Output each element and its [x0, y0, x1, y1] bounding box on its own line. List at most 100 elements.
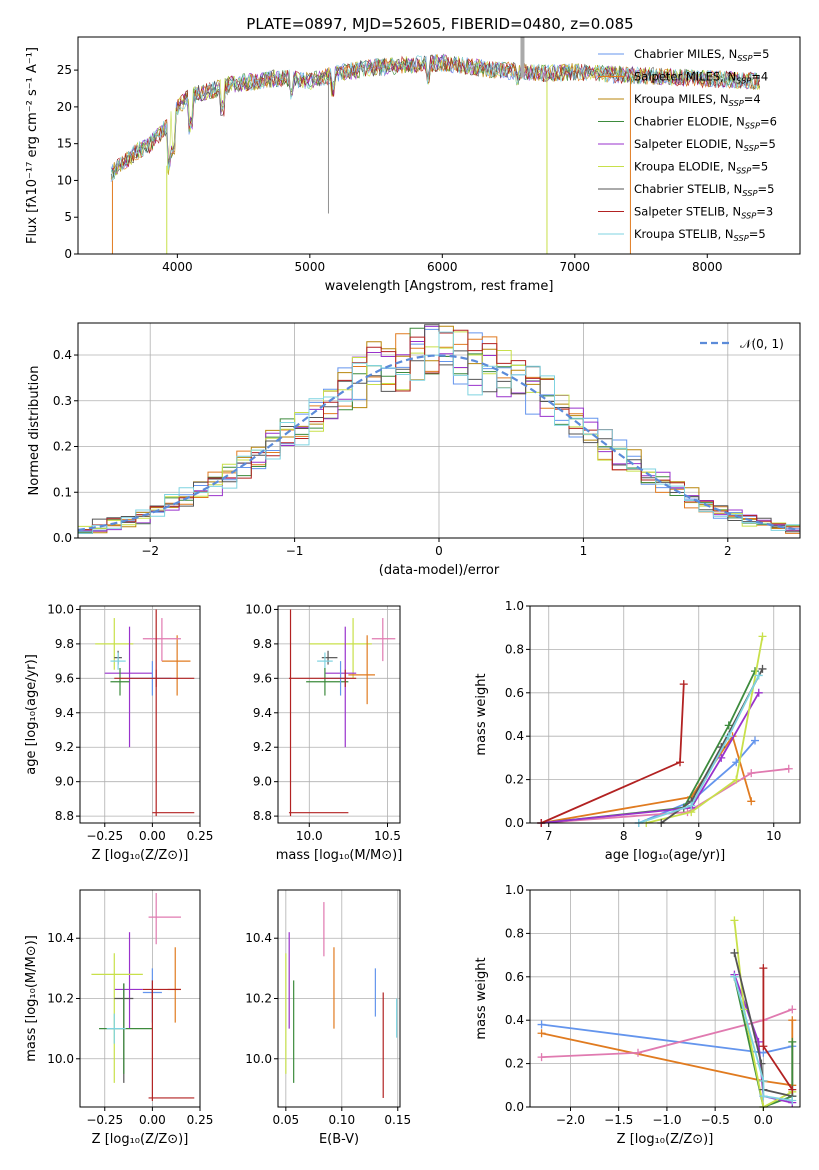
weight_vs_age-ytick-label: 0.4: [505, 729, 524, 743]
age_vs_mass-ytick-label: 9.0: [253, 775, 272, 789]
spectrum-xtick-label: 8000: [692, 260, 723, 274]
mass_vs_ebv-ytick-label: 10.2: [245, 992, 272, 1006]
age_vs_mass-xtick-label: 10.0: [296, 829, 323, 843]
spectrum-ytick-label: 5: [64, 210, 72, 224]
weight_vs_age-xlabel: age [log₁₀(age/yr)]: [605, 848, 726, 863]
spectrum-ytick-label: 25: [57, 63, 72, 77]
spectrum-legend-label: Kroupa STELIB, NSSP=5: [634, 227, 766, 243]
residuals-xtick-label: 1: [580, 544, 588, 558]
age_vs_mass-xtick-label: 10.5: [374, 829, 401, 843]
weight_vs_age-frame: [529, 605, 801, 824]
spectrum-xtick-label: 6000: [427, 260, 458, 274]
age_vs_Z-ytick-label: 10.0: [47, 602, 74, 616]
weight_vs_age-series-line: [541, 692, 760, 824]
age_vs_mass-ytick-label: 8.8: [253, 809, 272, 823]
weight_vs_Z-point-marker: [730, 972, 739, 981]
weight_vs_Z-point-marker: [759, 1092, 768, 1101]
mass_vs_Z-ylabel: mass [log₁₀(M/M⊙)]: [24, 935, 39, 1062]
weight_vs_age-point-marker: [724, 721, 733, 730]
weight_vs_age-ylabel: mass weight: [474, 673, 489, 755]
weight_vs_age-xtick-label: 9: [695, 829, 703, 843]
mass_vs_ebv-ytick-label: 10.0: [245, 1052, 272, 1066]
mass_vs_Z-xtick-label: 0.00: [139, 1113, 166, 1127]
weight_vs_age-point-marker: [732, 775, 741, 784]
spectrum-legend-label: Kroupa MILES, NSSP=4: [634, 92, 761, 108]
weight_vs_Z-series-line: [733, 920, 793, 1109]
age_vs_mass-xlabel: mass [log₁₀(M/M⊙)]: [276, 848, 403, 863]
spectrum-xtick-label: 5000: [295, 260, 326, 274]
frames-layer: [74, 36, 801, 1111]
weight_vs_age-point-marker: [676, 758, 684, 767]
weight_vs_Z-ytick-label: 0.6: [505, 970, 524, 984]
weight_vs_age-series-line: [638, 739, 756, 824]
residuals-frame: [77, 322, 801, 539]
data-layer: [77, 37, 801, 1111]
age_vs_Z-xtick-label: 0.00: [139, 829, 166, 843]
weight_vs_Z-ylabel: mass weight: [474, 957, 489, 1039]
spectrum-ytick-label: 10: [57, 173, 72, 187]
age_vs_mass-ytick-label: 9.4: [253, 706, 272, 720]
weight_vs_Z-point-marker: [759, 1042, 768, 1051]
weight_vs_Z-point-marker: [537, 1053, 546, 1062]
age_vs_mass-ytick-label: 9.2: [253, 740, 272, 754]
weight_vs_age-point-marker: [724, 732, 733, 741]
weight_vs_age-series-line: [638, 675, 760, 824]
weight_vs_Z-ytick-label: 0.8: [505, 926, 524, 940]
weight_vs_Z-point-marker: [788, 1037, 797, 1046]
mass_vs_Z-ytick-label: 10.0: [47, 1052, 74, 1066]
age_vs_mass-ytick-label: 9.8: [253, 637, 272, 651]
age_vs_Z-xlabel: Z [log₁₀(Z/Z⊙)]: [92, 848, 189, 863]
age_vs_Z-ylabel: age [log₁₀(age/yr)]: [24, 654, 39, 775]
figure-title: PLATE=0897, MJD=52605, FIBERID=0480, z=0…: [246, 15, 633, 33]
weight_vs_Z-xlabel: Z [log₁₀(Z/Z⊙)]: [617, 1132, 714, 1147]
age_vs_Z-frame: [79, 605, 201, 824]
weight_vs_Z-xtick-label: −2.0: [556, 1113, 585, 1127]
mass_vs_Z-ytick-label: 10.2: [47, 992, 74, 1006]
spectrum-frame: [77, 36, 801, 255]
weight_vs_age-point-marker: [754, 688, 763, 697]
age_vs_Z-ytick-label: 9.4: [55, 706, 74, 720]
residuals-hist-kroupa-stelib: [78, 331, 800, 534]
weight_vs_Z-point-marker: [730, 916, 739, 925]
spectrum-legend-label: Kroupa ELODIE, NSSP=5: [634, 160, 768, 176]
spectrum-ytick-label: 15: [57, 137, 72, 151]
weight_vs_Z-ytick-label: 1.0: [505, 883, 524, 897]
spectrum-ytick-label: 20: [57, 100, 72, 114]
spectrum-line-salpeter-stelib: [110, 55, 760, 170]
mass_vs_ebv-xlabel: E(B-V): [319, 1132, 359, 1147]
weight_vs_age-point-marker: [687, 801, 696, 810]
residuals-ylabel: Normed distribution: [27, 366, 42, 496]
mass_vs_Z-xlabel: Z [log₁₀(Z/Z⊙)]: [92, 1132, 189, 1147]
weight_vs_Z-point-marker: [537, 1020, 546, 1029]
mass_vs_Z-xtick-label: −0.25: [86, 1113, 123, 1127]
age_vs_mass-frame: [277, 605, 401, 824]
spectrum-ytick-label: 0: [64, 247, 72, 261]
residuals-ytick-label: 0.0: [53, 531, 72, 545]
residuals-ytick-label: 0.3: [53, 394, 72, 408]
spectrum-legend-label: Chabrier ELODIE, NSSP=6: [634, 115, 777, 131]
weight_vs_Z-xtick-label: −1.5: [604, 1113, 633, 1127]
spectrum-legend-label: Salpeter MILES, NSSP=4: [634, 70, 768, 86]
weight_vs_age-xtick-label: 8: [620, 829, 628, 843]
residuals-ytick-label: 0.1: [53, 485, 72, 499]
text-layer: PLATE=0897, MJD=52605, FIBERID=0480, z=0…: [24, 15, 784, 1147]
weight_vs_age-xtick-label: 7: [545, 829, 553, 843]
weight_vs_age-ytick-label: 0.8: [505, 642, 524, 656]
weight_vs_age-ytick-label: 0.6: [505, 686, 524, 700]
residuals-ytick-label: 0.2: [53, 440, 72, 454]
weight_vs_Z-series-line: [733, 976, 793, 1102]
weight_vs_Z-ytick-label: 0.0: [505, 1100, 524, 1114]
age_vs_Z-xtick-label: −0.25: [86, 829, 123, 843]
weight_vs_age-point-marker: [751, 736, 759, 745]
weight_vs_age-ytick-label: 0.2: [505, 773, 524, 787]
age_vs_Z-ytick-label: 9.8: [55, 637, 74, 651]
weight_vs_age-point-marker: [679, 680, 688, 689]
weight_vs_Z-ytick-label: 0.4: [505, 1013, 524, 1027]
weight_vs_Z-point-marker: [634, 1048, 642, 1057]
weight_vs_age-ytick-label: 0.0: [505, 816, 524, 830]
age_vs_Z-ytick-label: 9.0: [55, 775, 74, 789]
spectrum-legend-label: Salpeter ELODIE, NSSP=5: [634, 137, 776, 153]
mass_vs_ebv-xtick-label: 0.15: [384, 1113, 411, 1127]
spectrum-xlabel: wavelength [Angstrom, rest frame]: [325, 279, 554, 294]
